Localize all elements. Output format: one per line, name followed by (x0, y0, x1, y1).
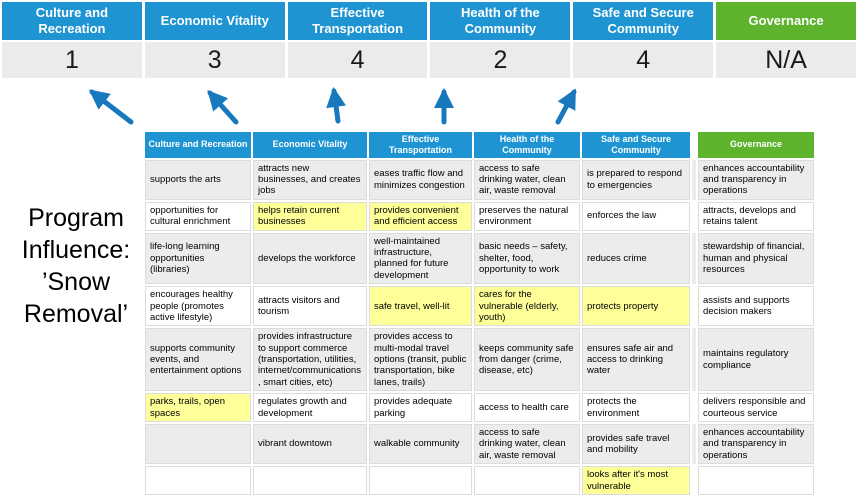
program-influence-label: Program Influence: ’Snow Removal’ (0, 202, 152, 330)
matrix-cell: cares for the vulnerable (elderly, youth… (474, 286, 580, 327)
summary-box-health-of-the-community: Health of the Community (430, 2, 571, 40)
matrix-cell: supports the arts (145, 159, 251, 200)
influence-arrow-2 (207, 90, 239, 125)
matrix-cell: provides safe travel and mobility (582, 424, 690, 465)
summary-box-effective-transportation: Effective Transportation (287, 2, 428, 40)
matrix-column-header-health-of-the-community: Health of the Community (474, 132, 580, 158)
matrix-cell (474, 466, 580, 495)
matrix-cell (253, 466, 367, 495)
program-name: ’Snow Removal’ (23, 268, 129, 328)
matrix-cell: preserves the natural environment (474, 201, 580, 231)
matrix-cell: maintains regulatory compliance (698, 328, 814, 392)
matrix-cell: walkable community (369, 424, 472, 465)
summary-value-governance: N/A (716, 42, 856, 78)
matrix-column-header-safe-and-secure-community: Safe and Secure Community (582, 132, 690, 158)
matrix-row-4: encourages healthy people (promotes acti… (145, 286, 814, 327)
matrix-cell: keeps community safe from danger (crime,… (474, 328, 580, 392)
matrix-cell: parks, trails, open spaces (145, 393, 251, 423)
matrix-cell: protects property (582, 286, 690, 327)
matrix-cell: safe travel, well-lit (369, 286, 472, 327)
matrix-cell: protects the environment (582, 393, 690, 423)
summary-value-effective-transportation: 4 (287, 42, 428, 78)
influence-arrows (88, 87, 577, 125)
matrix-column-header-culture-and-recreation: Culture and Recreation (145, 132, 251, 158)
matrix-body: supports the arts attracts new businesses… (145, 159, 814, 495)
matrix-row-6: parks, trails, open spaces regulates grow… (145, 393, 814, 423)
matrix-cell: basic needs – safety, shelter, food, opp… (474, 232, 580, 285)
matrix-column-header-governance: Governance (698, 132, 814, 158)
matrix-cell: supports community events, and entertain… (145, 328, 251, 392)
matrix-cell: access to safe drinking water, clean air… (474, 159, 580, 200)
summary-value-safe-and-secure-community: 4 (573, 42, 714, 78)
matrix-cell: enhances accountability and transparency… (698, 424, 814, 465)
matrix-cell: enforces the law (582, 201, 690, 231)
matrix-cell: opportunities for cultural enrichment (145, 201, 251, 231)
influence-arrow-5 (555, 88, 577, 125)
matrix-cell: looks after it's most vulnerable (582, 466, 690, 495)
matrix-cell: attracts new businesses, and creates job… (253, 159, 367, 200)
matrix-cell: delivers responsible and courteous servi… (698, 393, 814, 423)
matrix-cell: provides access to multi-modal travel op… (369, 328, 472, 392)
summary-value-culture-and-recreation: 1 (2, 42, 142, 78)
summary-box-economic-vitality: Economic Vitality (144, 2, 285, 40)
matrix-cell: well-maintained infrastructure, planned … (369, 232, 472, 285)
matrix-cell: develops the workforce (253, 232, 367, 285)
matrix-row-8: looks after it's most vulnerable (145, 466, 814, 495)
matrix-cell: provides infrastructure to support comme… (253, 328, 367, 392)
summary-box-culture-and-recreation: Culture and Recreation (2, 2, 142, 40)
matrix-row-2: opportunities for cultural enrichment hel… (145, 201, 814, 231)
summary-box-safe-and-secure-community: Safe and Secure Community (573, 2, 714, 40)
matrix-row-3: life-long learning opportunities (librar… (145, 232, 814, 285)
matrix-cell: ensures safe air and access to drinking … (582, 328, 690, 392)
matrix-cell: assists and supports decision makers (698, 286, 814, 327)
matrix-cell (369, 466, 472, 495)
influence-arrow-1 (88, 89, 134, 125)
summary-value-health-of-the-community: 2 (430, 42, 571, 78)
summary-header-row: Culture and Recreation Economic Vitality E… (2, 2, 856, 40)
matrix-cell (145, 424, 251, 465)
matrix-row-1: supports the arts attracts new businesses… (145, 159, 814, 200)
matrix-cell: attracts, develops and retains talent (698, 201, 814, 231)
matrix-cell: encourages healthy people (promotes acti… (145, 286, 251, 327)
program-influence-title: Program Influence: (21, 204, 131, 264)
matrix-column-header-economic-vitality: Economic Vitality (253, 132, 367, 158)
matrix-cell (145, 466, 251, 495)
matrix-cell: enhances accountability and transparency… (698, 159, 814, 200)
influence-arrow-3 (326, 87, 347, 124)
summary-value-economic-vitality: 3 (144, 42, 285, 78)
matrix-cell: is prepared to respond to emergencies (582, 159, 690, 200)
matrix-cell: regulates growth and development (253, 393, 367, 423)
influence-matrix: Culture and Recreation Economic Vitality E… (143, 130, 816, 497)
matrix-cell (698, 466, 814, 495)
matrix-cell: provides adequate parking (369, 393, 472, 423)
matrix-cell: life-long learning opportunities (librar… (145, 232, 251, 285)
matrix-cell: eases traffic flow and minimizes congest… (369, 159, 472, 200)
matrix-cell: stewardship of financial, human and phys… (698, 232, 814, 285)
matrix-row-5: supports community events, and entertain… (145, 328, 814, 392)
summary-box-governance: Governance (716, 2, 856, 40)
matrix-cell: provides convenient and efficient access (369, 201, 472, 231)
matrix-cell: vibrant downtown (253, 424, 367, 465)
matrix-row-7: vibrant downtown walkable community access… (145, 424, 814, 465)
matrix-header-row: Culture and Recreation Economic Vitality E… (145, 132, 814, 158)
matrix-column-header-effective-transportation: Effective Transportation (369, 132, 472, 158)
matrix-cell: helps retain current businesses (253, 201, 367, 231)
matrix-cell: access to health care (474, 393, 580, 423)
matrix-cell: reduces crime (582, 232, 690, 285)
matrix-cell: attracts visitors and tourism (253, 286, 367, 327)
summary-value-row: 1 3 4 2 4 N/A (2, 42, 856, 78)
matrix-cell: access to safe drinking water, clean air… (474, 424, 580, 465)
